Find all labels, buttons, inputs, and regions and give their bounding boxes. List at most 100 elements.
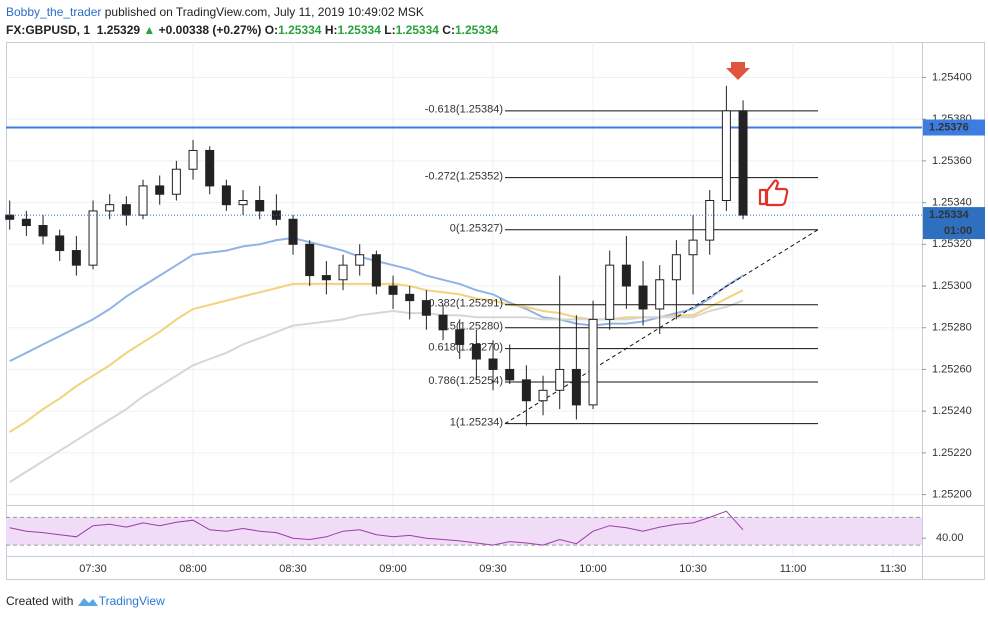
x-tick-label: 08:00 (179, 563, 207, 575)
candle-body (605, 264, 615, 320)
published: published on TradingView.com, July 11, 2… (104, 5, 424, 19)
countdown: 01:00 (944, 225, 972, 237)
x-tick-label: 11:30 (880, 563, 907, 575)
candle-body (405, 293, 415, 302)
x-tick-label: 09:00 (379, 563, 407, 575)
moving-average (9, 282, 744, 433)
candle-body (355, 254, 365, 266)
x-tick-label: 08:30 (279, 563, 307, 575)
y-tick-label: 1.25320 (932, 238, 972, 250)
y-tick-label: 1.25280 (932, 322, 972, 334)
candle-body (55, 235, 65, 252)
created-with: Created with (6, 594, 74, 608)
rsi-band (6, 517, 922, 546)
quote-line: FX:GBPUSD, 1 1.25329 ▲ +0.00338 (+0.27%)… (6, 21, 498, 39)
fib-label: 0.786(1.25254) (428, 375, 503, 387)
candle-body (505, 368, 515, 381)
hline-label-box (923, 119, 985, 136)
x-tick-label: 09:30 (479, 563, 507, 575)
y-tick-label: 1.25240 (932, 405, 972, 417)
logo (77, 598, 98, 606)
y-tick-label: 1.25340 (932, 196, 972, 208)
candle-body (238, 200, 248, 206)
candle-body (471, 343, 481, 360)
header: Bobby_the_trader published on TradingVie… (6, 3, 498, 39)
fib-label: 0.618(1.25270) (428, 341, 503, 353)
rsi-tick-label: 40.00 (936, 532, 964, 544)
hline-label: 1.25376 (929, 121, 969, 133)
candle-body (138, 185, 148, 216)
candle-body (521, 379, 531, 402)
candle-body (488, 358, 498, 370)
ohlc-o: O:1.25334 (265, 23, 322, 37)
candle-body (38, 225, 48, 237)
candle-body (571, 368, 581, 406)
publish-line: Bobby_the_trader published on TradingVie… (6, 3, 498, 21)
moving-average (9, 299, 744, 483)
fib-label: -0.272(1.25352) (425, 170, 503, 182)
candle-body (455, 329, 465, 345)
fib-label: 0.382(1.25291) (428, 298, 503, 310)
y-tick-label: 1.25300 (932, 280, 972, 292)
y-tick-label: 1.25220 (932, 447, 972, 459)
fib-label: -0.618(1.25384) (425, 104, 503, 116)
candle-body (171, 168, 181, 195)
candle-body (371, 254, 381, 287)
ohlc-label: H: (324, 23, 338, 37)
y-tick-label: 1.25200 (932, 488, 972, 500)
annotations (726, 62, 789, 207)
y-tick-label: 1.25360 (932, 155, 972, 167)
x-tick-label: 10:00 (579, 563, 607, 575)
candle-body (538, 389, 548, 402)
x-tick-label: 10:30 (679, 563, 707, 575)
ohlc-value: 1.25334 (454, 23, 499, 37)
ohlc-value: 1.25334 (337, 23, 381, 37)
candle-body (205, 149, 215, 187)
fib-label: 1(1.25234) (450, 417, 503, 429)
brand[interactable]: TradingView (98, 594, 165, 608)
candle-body (88, 210, 98, 266)
y-tick-label: 1.25260 (932, 363, 972, 375)
chart: 1.25200 1.25220 1.25240 1.25260 1.25280 1.253… (5, 42, 985, 580)
candle-body (288, 218, 298, 245)
ohlc-value: 1.25334 (395, 23, 439, 37)
candle-body (438, 314, 448, 331)
candle-body (155, 185, 165, 195)
candle-body (121, 204, 131, 216)
candle-body (305, 243, 315, 277)
candle-body (638, 285, 648, 310)
candle-body (621, 264, 631, 287)
x-tick-label: 11:00 (780, 563, 807, 575)
ohlc-l: L:1.25334 (384, 23, 439, 37)
candle-body (221, 185, 231, 206)
candle-body (105, 204, 115, 212)
fib-trendline (504, 229, 819, 425)
last-price-label: 1.25334 (929, 209, 970, 221)
author[interactable]: Bobby_the_trader (6, 5, 102, 19)
candle-body (5, 214, 15, 220)
last-price-box (923, 207, 985, 240)
candle-body (671, 254, 681, 281)
candle-body (655, 279, 665, 310)
ohlc-value: 1.25334 (278, 23, 322, 37)
candle-body (588, 318, 598, 406)
candle-body (738, 110, 748, 216)
footer: Created with TradingView (6, 593, 165, 608)
change-arrow: ▲ (143, 23, 156, 37)
candle-body (21, 218, 31, 227)
x-tick-label: 07:30 (79, 563, 107, 575)
fib-label: 0(1.25327) (450, 223, 503, 235)
frame (6, 42, 985, 580)
last: 1.25329 (96, 23, 141, 37)
fib-label: 0.5(1.25280) (441, 321, 503, 333)
candle-body (321, 275, 331, 281)
change: +0.00338 (+0.27%) (158, 23, 262, 37)
candle-body (555, 368, 565, 391)
candle-body (688, 239, 698, 256)
ohlc-c: C:1.25334 (442, 23, 498, 37)
candle-body (388, 285, 398, 295)
thumbs-up (758, 179, 789, 207)
ohlc-label: C: (442, 23, 455, 37)
candle-body (338, 264, 348, 281)
